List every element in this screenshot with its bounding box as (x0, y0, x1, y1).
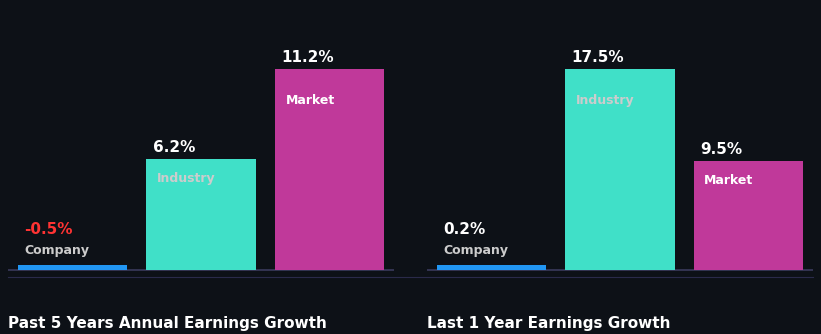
Bar (694, 161, 803, 270)
Text: 9.5%: 9.5% (700, 142, 742, 157)
Text: 17.5%: 17.5% (571, 50, 624, 65)
Text: Past 5 Years Annual Earnings Growth: Past 5 Years Annual Earnings Growth (8, 316, 327, 331)
Text: Market: Market (704, 174, 754, 187)
Bar (146, 159, 256, 270)
Text: Market: Market (286, 94, 335, 107)
Text: Company: Company (443, 244, 508, 257)
Text: Industry: Industry (157, 172, 215, 185)
Text: Industry: Industry (576, 94, 634, 107)
Bar (18, 265, 127, 270)
Bar (565, 69, 675, 270)
Bar (437, 265, 546, 270)
Text: 0.2%: 0.2% (443, 222, 485, 237)
Text: 6.2%: 6.2% (153, 140, 195, 155)
Text: -0.5%: -0.5% (25, 222, 73, 237)
Text: 11.2%: 11.2% (282, 50, 334, 65)
Text: Last 1 Year Earnings Growth: Last 1 Year Earnings Growth (427, 316, 671, 331)
Bar (275, 69, 384, 270)
Text: Company: Company (25, 244, 89, 257)
